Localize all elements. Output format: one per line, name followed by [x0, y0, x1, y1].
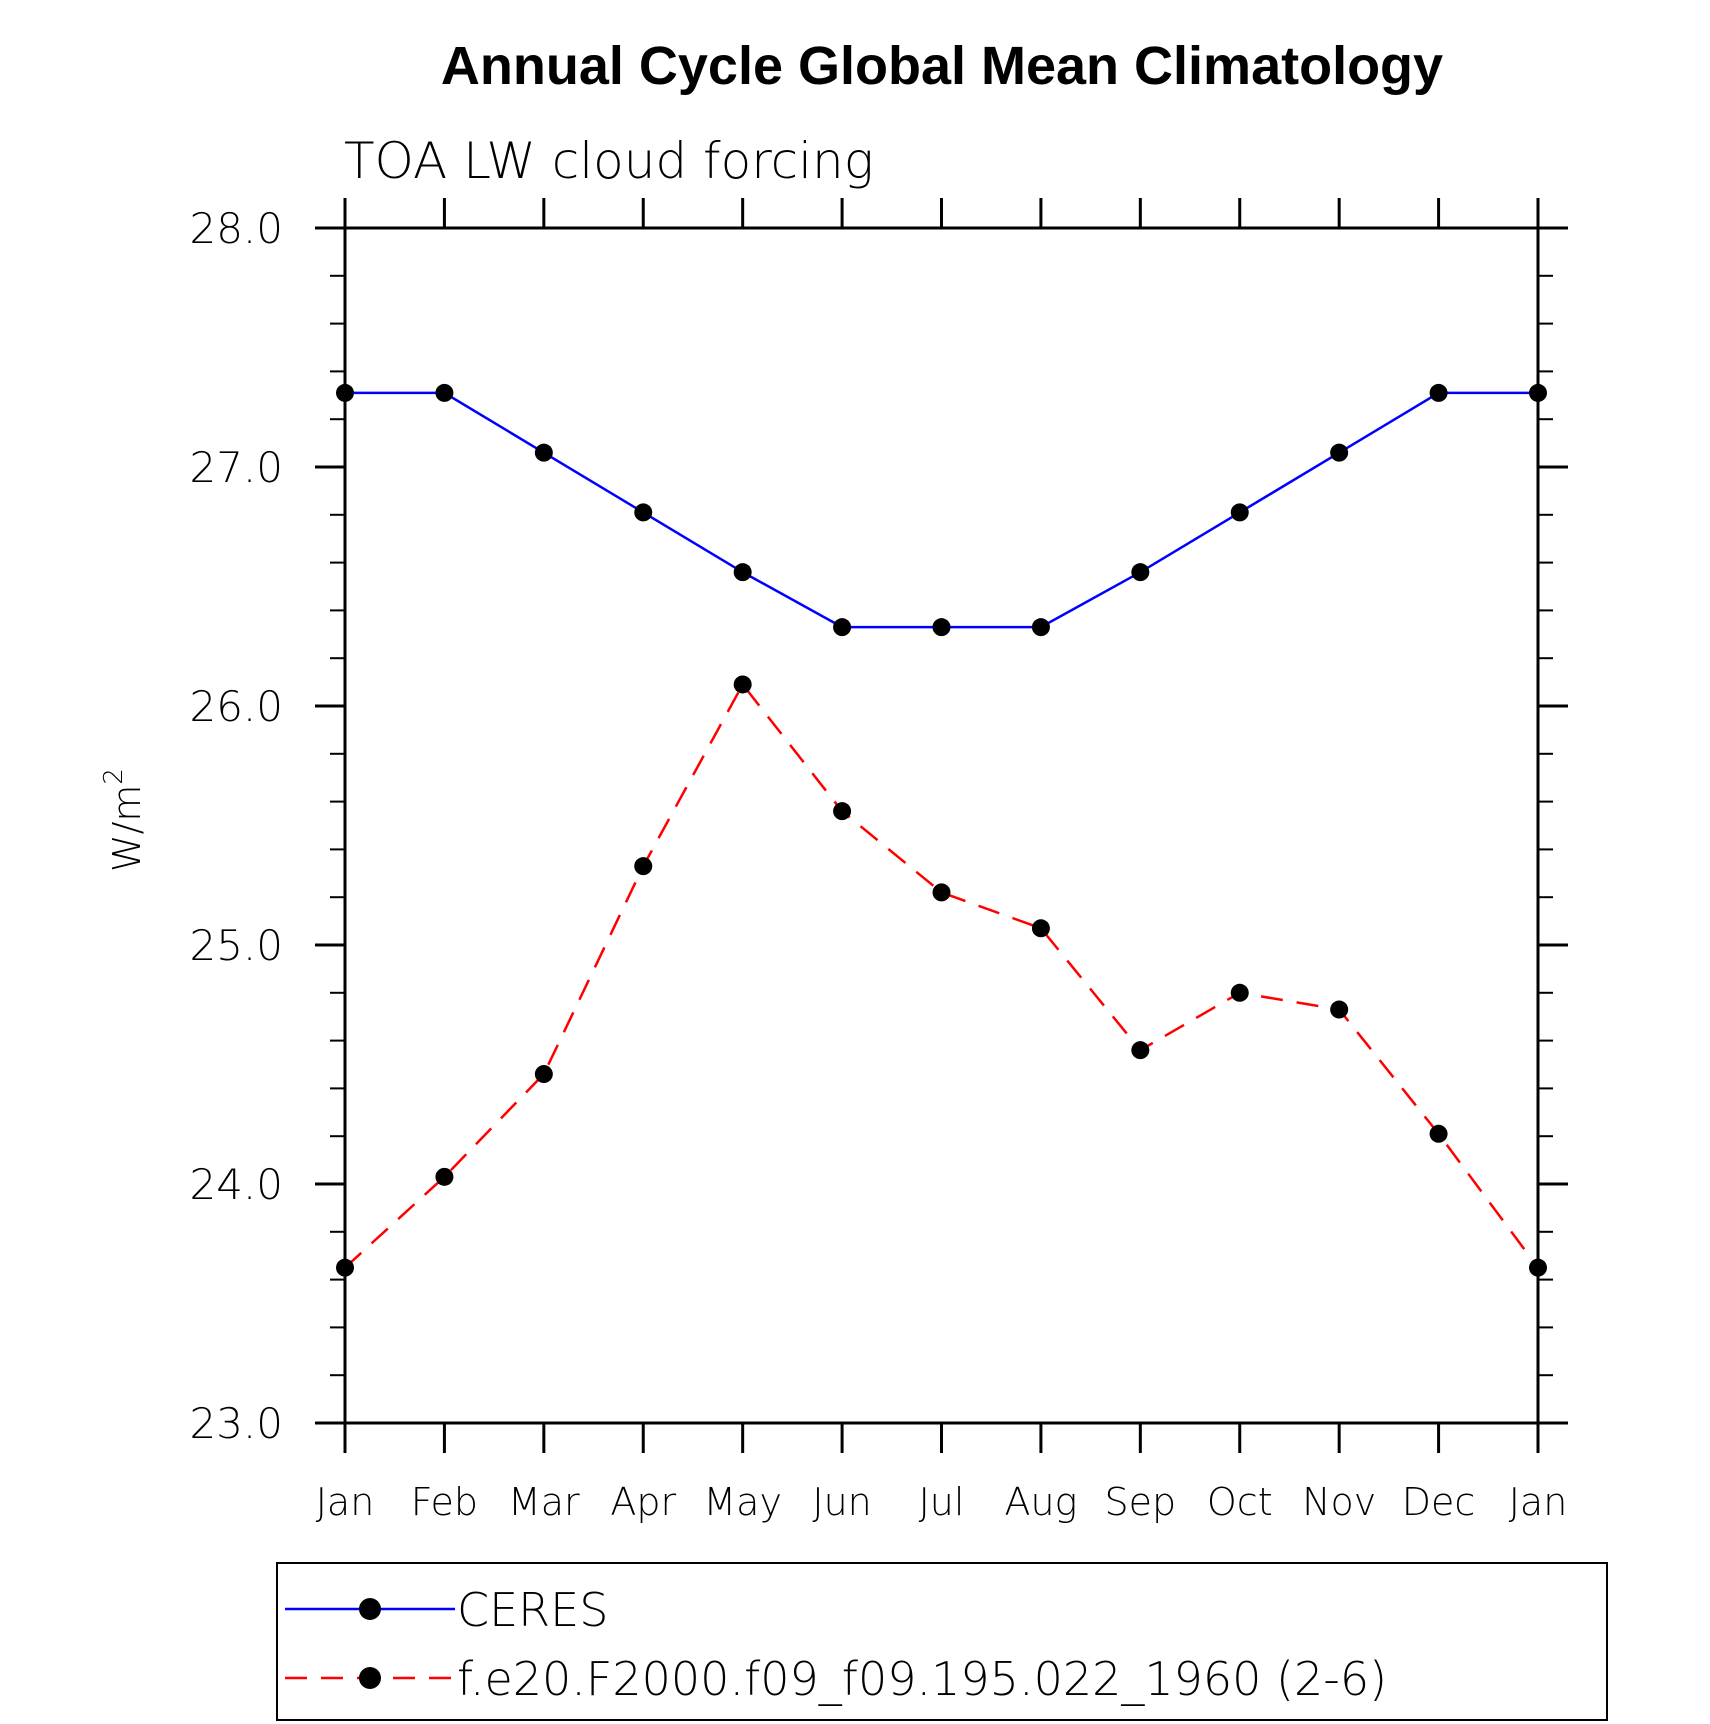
- series-1-point: [634, 857, 653, 876]
- x-tick-label: Feb: [411, 1480, 478, 1524]
- series-0-point: [1529, 383, 1547, 402]
- y-axis-label-superscript: 2: [99, 768, 129, 785]
- series-1-point: [1330, 1000, 1349, 1019]
- y-axis-ticks: 23.0 24.0 25.0 26.0 27.0 28.0: [189, 204, 1568, 1448]
- y-tick-label: 27.0: [189, 443, 283, 492]
- plot-border: [343, 226, 1540, 1425]
- x-tick-label: May: [703, 1480, 782, 1524]
- series-1-point: [336, 1258, 354, 1277]
- series-line-0: [345, 391, 1538, 629]
- x-tick-label: Dec: [1402, 1480, 1476, 1524]
- chart-subtitle: TOA LW cloud forcing: [344, 132, 874, 190]
- series-0-point: [336, 383, 354, 402]
- series-0-point: [634, 503, 653, 522]
- x-tick-label: Jan: [316, 1480, 375, 1524]
- legend-box: [276, 1562, 1608, 1721]
- series-1-point: [534, 1065, 553, 1084]
- legend-marker-1: [359, 1667, 381, 1689]
- x-tick-label: Oct: [1207, 1480, 1273, 1524]
- series-0-point: [1429, 383, 1448, 402]
- series-1-point: [1031, 919, 1050, 938]
- legend-label-1: f.e20.F2000.f09_f09.195.022_1960 (2-6): [457, 1652, 1387, 1706]
- series-1-point: [932, 883, 951, 902]
- series-1-point: [435, 1167, 454, 1186]
- y-axis-label: W/m2: [99, 768, 149, 872]
- x-tick-label: Mar: [508, 1480, 580, 1524]
- legend-label-0: CERES: [457, 1583, 608, 1637]
- y-tick-label: 26.0: [189, 682, 283, 731]
- series-0-point: [1131, 563, 1150, 582]
- y-tick-label: 28.0: [189, 204, 283, 253]
- x-tick-label: Nov: [1302, 1480, 1376, 1524]
- series-1-point: [1429, 1124, 1448, 1143]
- series-0-point: [1330, 443, 1349, 462]
- x-tick-label: Apr: [610, 1480, 676, 1524]
- y-tick-label: 24.0: [189, 1160, 283, 1209]
- series-1-point: [833, 802, 852, 821]
- series-1-point: [1131, 1041, 1150, 1060]
- x-tick-label: Jul: [919, 1480, 965, 1524]
- plot-frame: [343, 226, 1540, 1425]
- series-1-point: [733, 675, 752, 694]
- chart-title: Annual Cycle Global Mean Climatology: [441, 36, 1443, 96]
- series-layer: [336, 383, 1547, 1277]
- series-0-point: [733, 563, 752, 582]
- y-tick-label: 23.0: [189, 1399, 283, 1448]
- series-1-point: [1230, 983, 1249, 1002]
- series-line-1: [344, 682, 1540, 1269]
- y-tick-label: 25.0: [189, 921, 283, 970]
- x-tick-label: Jan: [1509, 1480, 1568, 1524]
- series-0-point: [1031, 618, 1050, 637]
- legend: CERES f.e20.F2000.f09_f09.195.022_1960 (2…: [276, 1562, 1608, 1721]
- series-0-point: [1230, 503, 1249, 522]
- y-axis-label-text: W/m: [105, 785, 149, 872]
- series-0-point: [833, 618, 852, 637]
- series-1-point: [1529, 1258, 1547, 1277]
- series-0-point: [932, 618, 951, 637]
- series-0-point: [435, 383, 454, 402]
- x-tick-label: Sep: [1105, 1480, 1177, 1524]
- x-tick-label: Jun: [812, 1480, 871, 1524]
- series-0-point: [534, 443, 553, 462]
- x-tick-label: Aug: [1004, 1480, 1077, 1524]
- legend-marker-0: [359, 1598, 381, 1620]
- x-axis-ticks: Jan Feb Mar Apr May Jun Jul Aug Sep Oct Nov Dec Jan: [316, 198, 1568, 1524]
